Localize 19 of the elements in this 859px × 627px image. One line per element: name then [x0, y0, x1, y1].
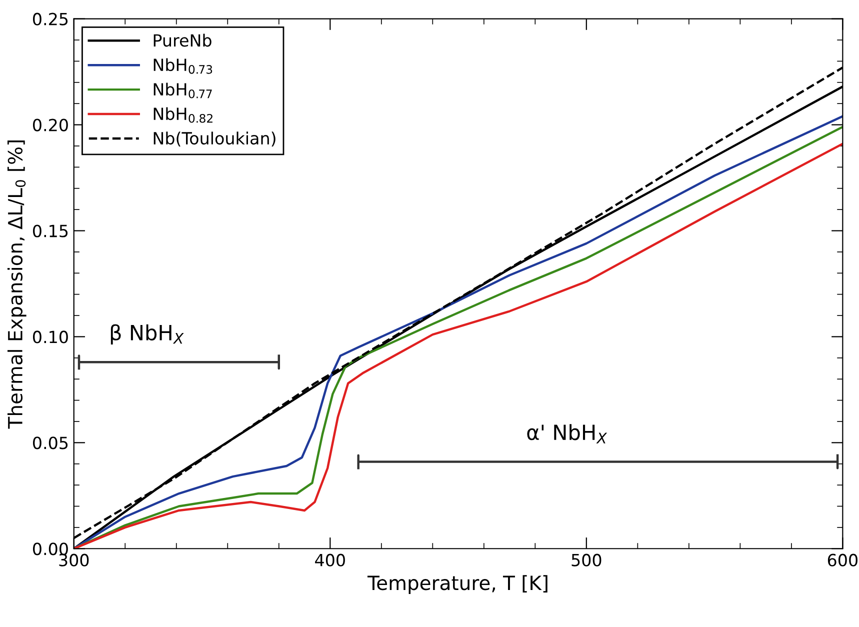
y-tick-label: 0.05 [33, 436, 68, 450]
legend-label: NbH$_{0.73}$ [154, 58, 212, 74]
annotation: β NbH$_{X}$ [110, 324, 184, 345]
y-tick-label: 0.10 [33, 330, 68, 344]
legend-label: NbH$_{0.82}$ [154, 107, 212, 123]
legend-label: PureNb [154, 34, 212, 47]
y-tick-label: 0.25 [33, 12, 68, 26]
x-tick-label: 300 [59, 554, 89, 566]
x-tick-label: 600 [828, 554, 858, 566]
x-axis-title: Temperature, T [K] [367, 575, 548, 594]
annotation: α' NbH$_{X}$ [527, 424, 608, 444]
y-tick-label: 0.20 [33, 118, 68, 132]
legend-label: NbH$_{0.77}$ [154, 82, 212, 98]
y-tick-label: 0.15 [33, 224, 68, 238]
x-tick-label: 400 [315, 554, 345, 566]
y-tick-label: 0.00 [33, 542, 68, 556]
legend-label: Nb(Touloukian) [154, 132, 276, 147]
y-axis-title: Thermal Expansion, ΔL/L$_{0}$ [%] [7, 140, 26, 429]
x-tick-label: 500 [572, 554, 602, 566]
